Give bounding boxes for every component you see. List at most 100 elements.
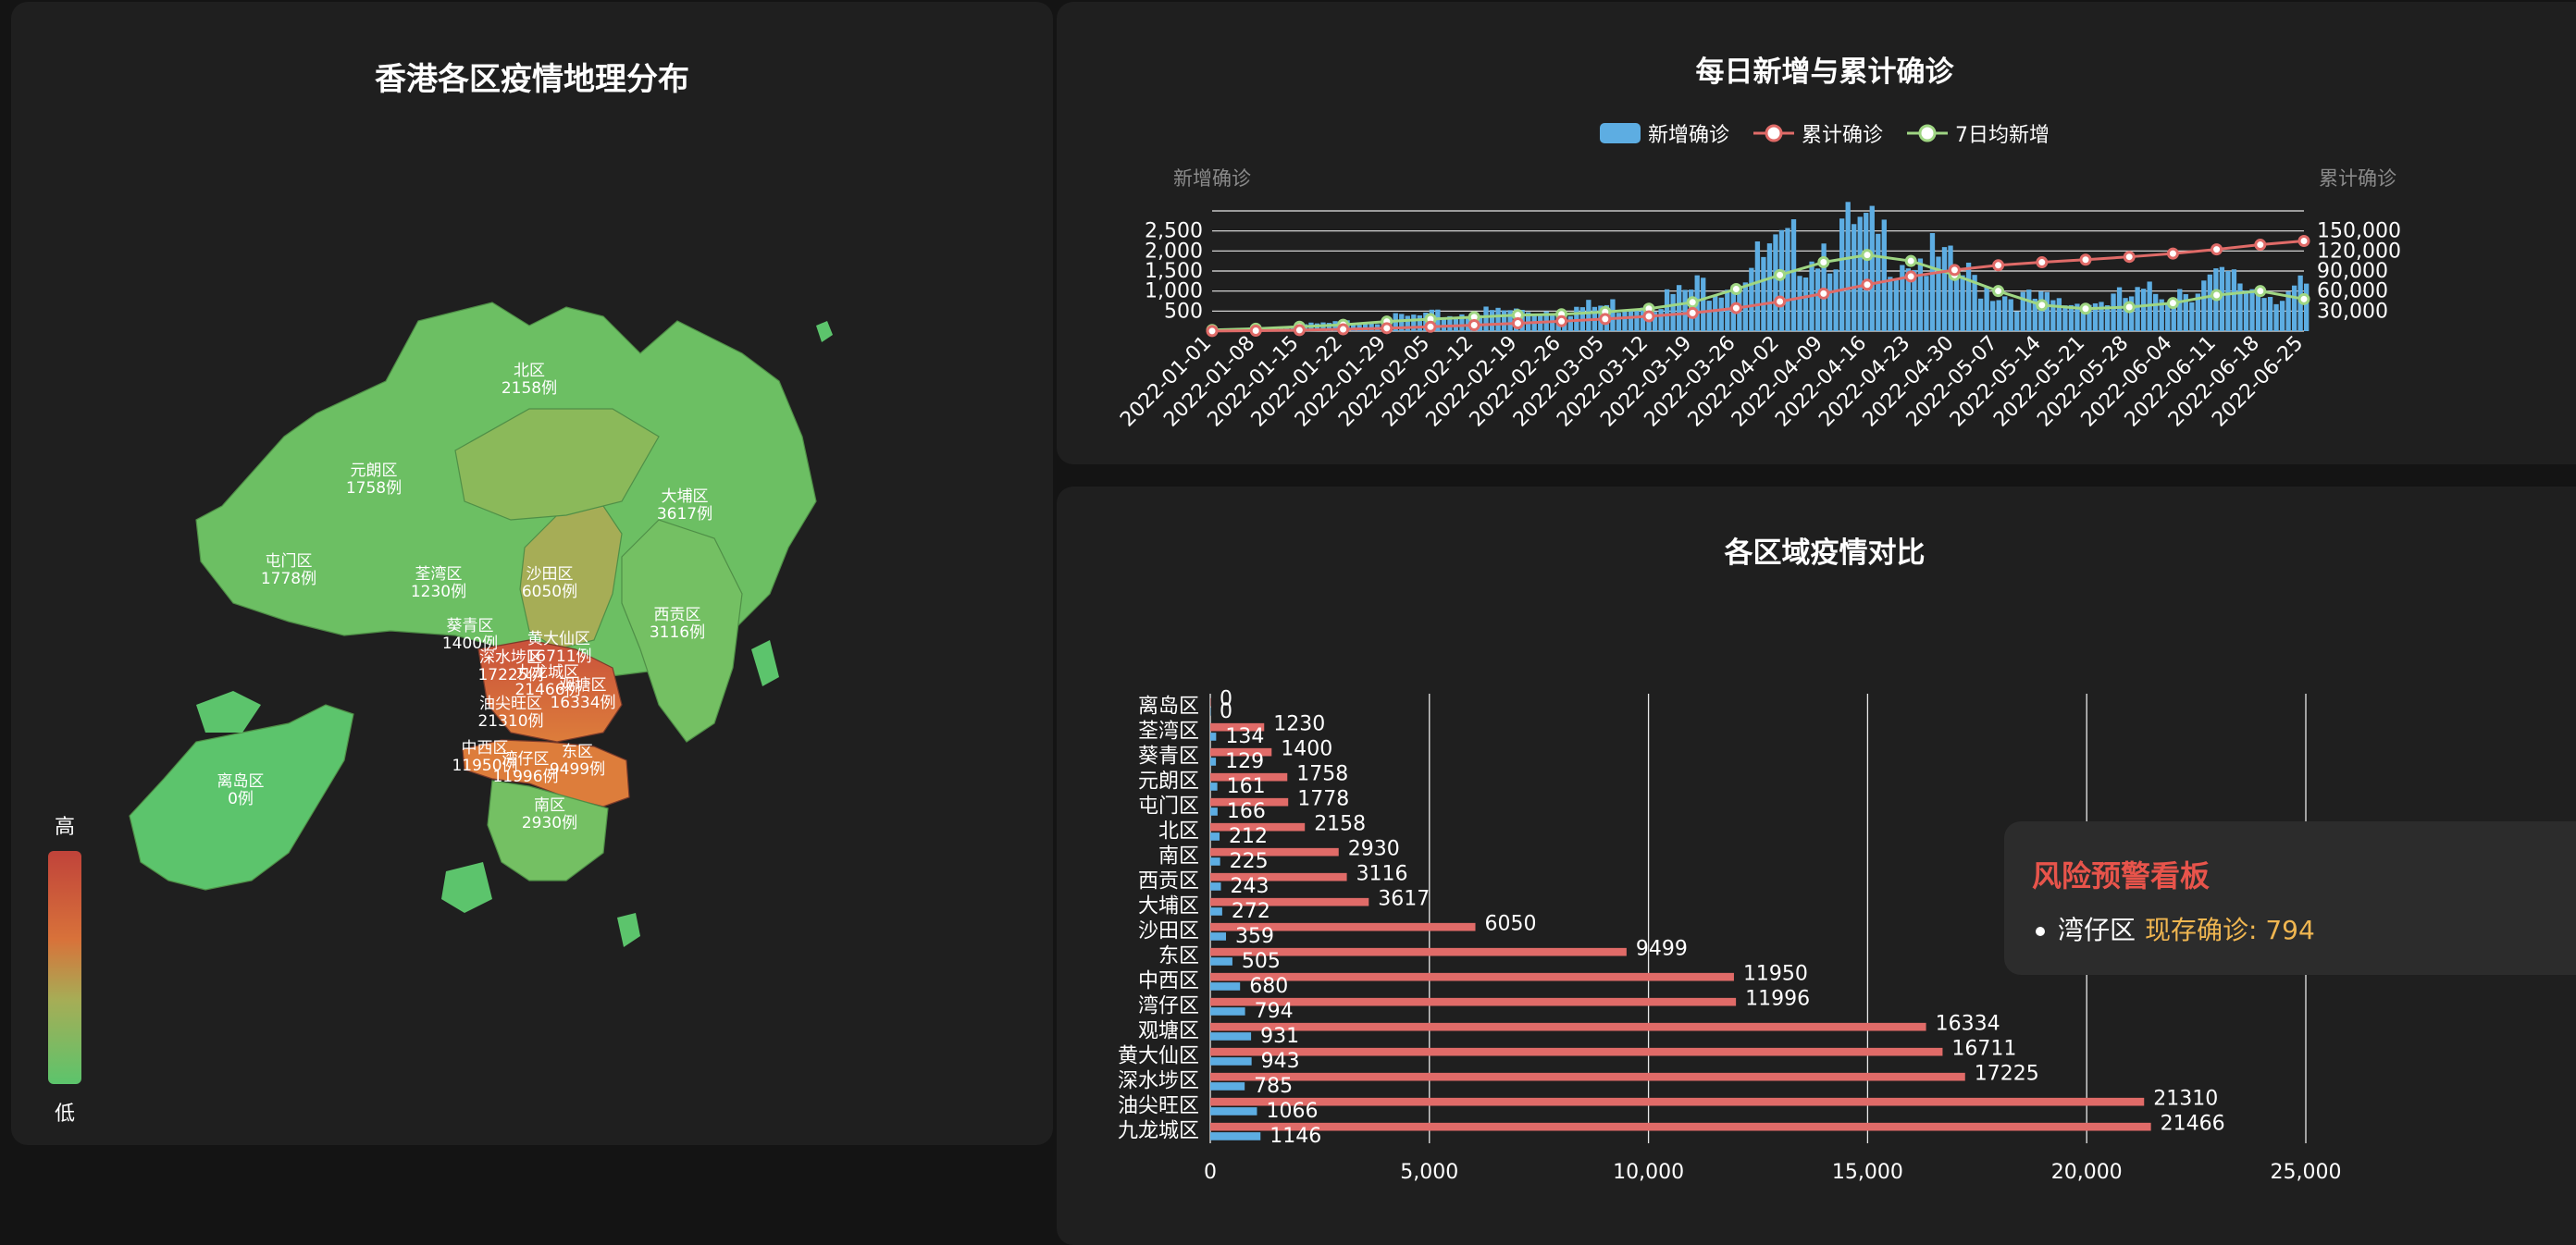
new-cases-bar bbox=[1610, 299, 1616, 331]
cumulative-point bbox=[1293, 324, 1306, 337]
cumulative-point bbox=[1992, 259, 2005, 272]
cumulative-point bbox=[2254, 239, 2267, 252]
new-cases-bar bbox=[2123, 298, 2128, 331]
new-cases-bar bbox=[1827, 273, 1833, 331]
x-tick-label: 20,000 bbox=[2051, 1161, 2123, 1184]
new-cases-bar bbox=[1960, 275, 1965, 331]
district-name-label: 南区 bbox=[534, 796, 565, 815]
y-right-tick-label: 120,000 bbox=[2317, 240, 2401, 263]
new-cases-bar bbox=[2135, 287, 2140, 331]
cumulative-point bbox=[1642, 310, 1655, 323]
cumulative-point bbox=[2297, 235, 2310, 247]
seven-day-avg-line bbox=[1211, 253, 2305, 332]
active-value-label: 225 bbox=[1230, 850, 1269, 873]
new-cases-bar bbox=[1676, 285, 1682, 331]
island-5 bbox=[751, 640, 779, 686]
new-cases-bar bbox=[1869, 205, 1875, 331]
new-cases-bar bbox=[1652, 312, 1658, 331]
cumulative-value-label: 2158 bbox=[1314, 813, 1366, 836]
new-cases-bar bbox=[1797, 276, 1802, 331]
new-cases-bar bbox=[1917, 258, 1924, 331]
new-cases-bar bbox=[2014, 311, 2020, 331]
district-name-label: 九龙城区 bbox=[516, 663, 579, 682]
new-cases-bar bbox=[1972, 275, 1977, 331]
cumulative-value-label: 21466 bbox=[2161, 1113, 2225, 1136]
new-cases-bar bbox=[2177, 289, 2183, 331]
new-cases-bar bbox=[2225, 270, 2231, 331]
y-right-tick-label: 150,000 bbox=[2317, 220, 2401, 243]
new-cases-bar bbox=[2092, 302, 2099, 331]
category-label: 葵青区 bbox=[1138, 746, 1199, 769]
y-left-tick-label: 2,500 bbox=[1145, 220, 1203, 243]
new-cases-bar bbox=[1447, 315, 1453, 331]
district-count-label: 11996例 bbox=[492, 768, 558, 786]
new-cases-bar bbox=[1477, 314, 1483, 331]
seven-day-avg-point bbox=[2079, 302, 2092, 315]
legend-item-cumulative[interactable]: 累计确诊 bbox=[1753, 118, 1883, 148]
new-cases-bar bbox=[1411, 314, 1417, 331]
new-cases-bar bbox=[1785, 228, 1790, 331]
district-count-label: 1778例 bbox=[261, 570, 316, 588]
category-label: 大埔区 bbox=[1138, 895, 1199, 918]
cumulative-point bbox=[1904, 270, 1917, 283]
new-cases-bar bbox=[1929, 232, 1936, 331]
legend-item-7day-avg[interactable]: 7日均新增 bbox=[1907, 118, 2050, 148]
y-right-tick-label: 60,000 bbox=[2317, 280, 2388, 303]
cumulative-bar bbox=[1210, 772, 1288, 782]
y-left-tick-label: 2,000 bbox=[1145, 240, 1203, 263]
district-name-label: 油尖旺区 bbox=[479, 695, 542, 713]
district-name-label: 荃湾区 bbox=[415, 565, 463, 584]
legend-item-new-cases[interactable]: 新增确诊 bbox=[1599, 118, 1729, 148]
visual-map-gradient[interactable] bbox=[48, 851, 81, 1084]
new-cases-bar bbox=[1567, 315, 1573, 331]
district-count-label: 3617例 bbox=[657, 505, 712, 524]
category-label: 西贡区 bbox=[1138, 870, 1199, 894]
active-value-label: 0 bbox=[1220, 700, 1232, 723]
cumulative-value-label: 3617 bbox=[1378, 888, 1430, 911]
new-cases-bar bbox=[1912, 269, 1917, 331]
cumulative-value-label: 3116 bbox=[1356, 863, 1408, 886]
cumulative-value-label: 1400 bbox=[1281, 738, 1332, 761]
new-cases-bar bbox=[2189, 302, 2195, 331]
active-bar bbox=[1210, 1007, 1245, 1016]
active-bar bbox=[1210, 982, 1241, 991]
district-name-label: 屯门区 bbox=[266, 552, 313, 571]
new-cases-bar bbox=[1399, 314, 1405, 331]
cumulative-value-label: 16334 bbox=[1936, 1013, 2000, 1036]
cumulative-bar bbox=[1210, 822, 1306, 832]
new-cases-bar bbox=[2020, 291, 2025, 331]
district-name-label: 黄大仙区 bbox=[527, 630, 590, 648]
new-cases-bar bbox=[1483, 306, 1489, 331]
district-name-label: 观塘区 bbox=[560, 676, 607, 695]
seven-day-avg-point bbox=[1861, 249, 1874, 262]
new-cases-bar bbox=[1924, 276, 1929, 331]
active-bar bbox=[1210, 708, 1211, 716]
cumulative-bar bbox=[1210, 797, 1289, 807]
cumulative-point bbox=[1424, 320, 1437, 333]
seven-day-avg-point bbox=[1904, 254, 1917, 267]
cumulative-bar bbox=[1210, 1097, 2145, 1106]
seven-day-avg-point bbox=[2166, 297, 2179, 310]
seven-day-avg-point bbox=[2297, 292, 2310, 305]
new-cases-bar bbox=[2261, 298, 2267, 331]
district-count-label: 0例 bbox=[228, 790, 254, 808]
cumulative-bar bbox=[1210, 922, 1476, 931]
district-count-label: 21310例 bbox=[477, 712, 543, 731]
island-2 bbox=[441, 862, 492, 913]
cumulative-bar bbox=[1210, 847, 1339, 857]
active-bar bbox=[1210, 957, 1232, 966]
active-bar bbox=[1210, 807, 1218, 816]
new-cases-bar bbox=[1965, 262, 1972, 331]
new-cases-bar bbox=[2159, 299, 2164, 331]
y-left-tick-label: 1,500 bbox=[1145, 260, 1203, 283]
cumulative-point bbox=[2166, 247, 2179, 260]
x-tick-label: 25,000 bbox=[2271, 1161, 2342, 1184]
risk-item[interactable]: 湾仔区 现存确诊: 794 bbox=[2036, 910, 2315, 947]
cumulative-point bbox=[1337, 323, 1350, 336]
new-cases-bar bbox=[1790, 219, 1797, 331]
trend-legend: 新增确诊 累计确诊 7日均新增 bbox=[1057, 118, 2576, 148]
cumulative-bar bbox=[1210, 972, 1734, 981]
